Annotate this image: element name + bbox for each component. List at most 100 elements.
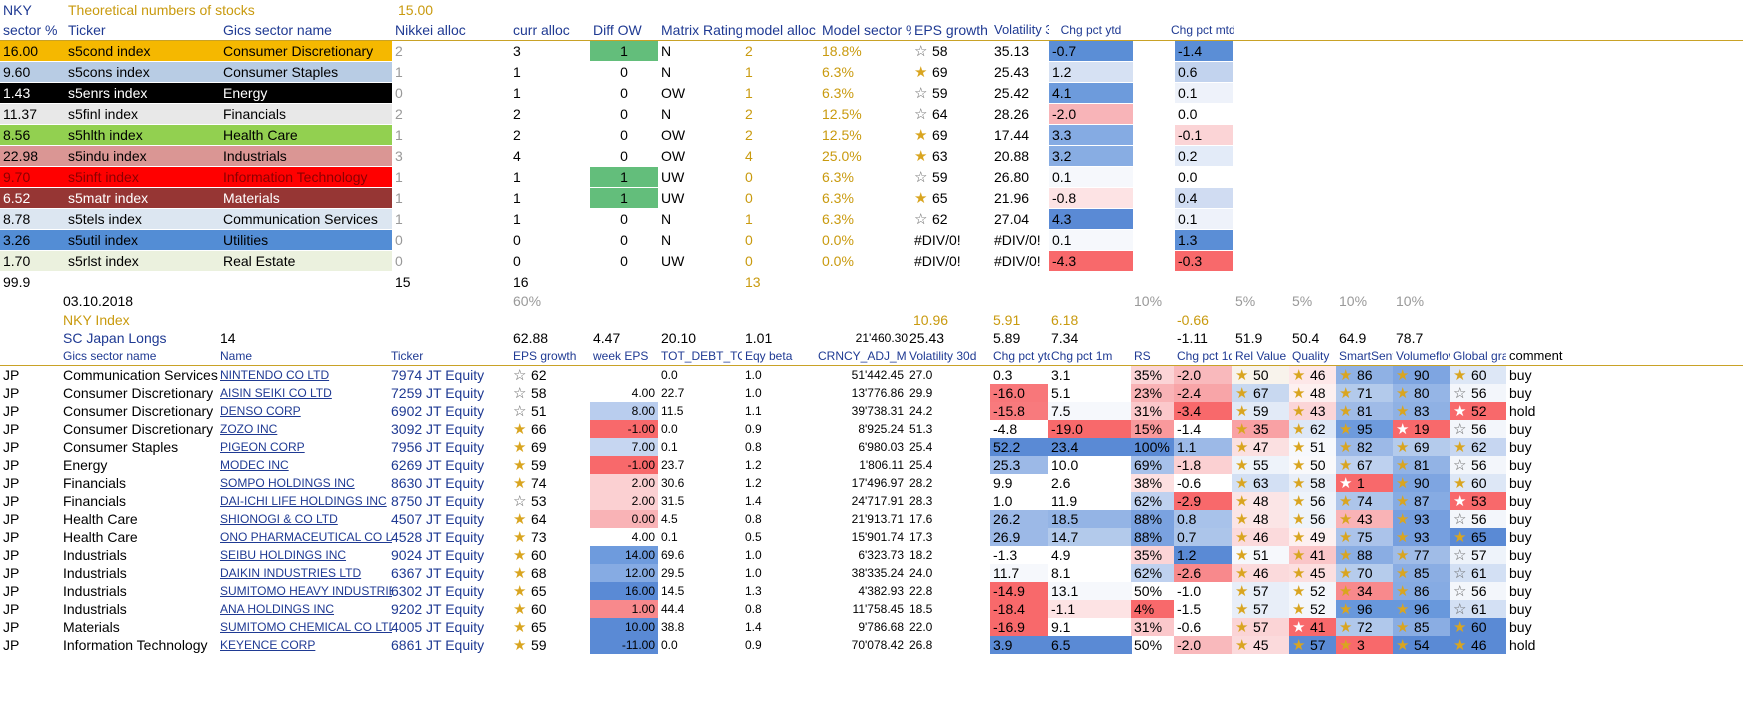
- quality[interactable]: ★ 51: [1289, 438, 1336, 456]
- country-code[interactable]: JP: [3, 583, 20, 599]
- chg-1d[interactable]: -1.4: [1177, 421, 1202, 437]
- matrix-rating[interactable]: N: [661, 232, 672, 248]
- nikkei-alloc[interactable]: 1: [395, 64, 403, 80]
- diff-ow[interactable]: 0: [620, 148, 628, 164]
- debt-ratio[interactable]: 29.5: [661, 566, 685, 580]
- eps-growth[interactable]: ★ 68: [510, 564, 590, 582]
- chg-mtd[interactable]: -1.4: [1175, 41, 1233, 61]
- nikkei-alloc[interactable]: 3: [395, 148, 403, 164]
- chg-mtd[interactable]: 0.1: [1175, 209, 1233, 229]
- country-code[interactable]: JP: [3, 637, 20, 653]
- eps-growth[interactable]: ★ 60: [510, 546, 590, 564]
- rel-value[interactable]: ★ 51: [1232, 546, 1289, 564]
- eps-growth[interactable]: ★ 69: [911, 62, 991, 82]
- sector-pct[interactable]: 16.00: [0, 41, 65, 61]
- volatility[interactable]: 35.13: [994, 43, 1030, 59]
- nikkei-alloc[interactable]: 1: [395, 169, 403, 185]
- week-eps[interactable]: 16.00: [590, 582, 658, 600]
- model-alloc[interactable]: 0: [745, 190, 753, 206]
- comment[interactable]: buy: [1509, 619, 1532, 635]
- chg-ytd[interactable]: 1.0: [993, 493, 1013, 509]
- stock-header-debt[interactable]: TOT_DEBT_TO_: [661, 349, 742, 363]
- comment[interactable]: buy: [1509, 583, 1532, 599]
- debt-ratio[interactable]: 0.1: [661, 530, 678, 544]
- stock-header-volumeflow[interactable]: Volumeflow: [1396, 349, 1450, 363]
- total-nikkei[interactable]: 15: [395, 274, 411, 290]
- debt-ratio[interactable]: 0.0: [661, 638, 678, 652]
- sector-name[interactable]: Utilities: [220, 230, 392, 250]
- comment[interactable]: buy: [1509, 529, 1532, 545]
- debt-ratio[interactable]: 69.6: [661, 548, 685, 562]
- volume-flow[interactable]: ★ 83: [1393, 402, 1450, 420]
- chg-ytd[interactable]: 0.1: [1049, 230, 1133, 250]
- week-eps[interactable]: -1.00: [590, 456, 658, 474]
- diff-ow[interactable]: 0: [620, 64, 628, 80]
- header-gics-sector-name[interactable]: Gics sector name: [223, 22, 332, 38]
- volume-flow[interactable]: ★ 54: [1393, 636, 1450, 654]
- sector-name[interactable]: Energy: [220, 83, 392, 103]
- chg-1d[interactable]: -2.4: [1174, 384, 1232, 402]
- global-grade[interactable]: ★ 52: [1450, 402, 1506, 420]
- global-grade[interactable]: ☆ 56: [1450, 582, 1506, 600]
- diff-ow[interactable]: 0: [620, 127, 628, 143]
- rel-value[interactable]: ★ 50: [1232, 366, 1289, 384]
- global-grade[interactable]: ★ 60: [1450, 366, 1506, 384]
- sc-smart[interactable]: 64.9: [1339, 330, 1367, 346]
- stock-name-link[interactable]: SUMITOMO CHEMICAL CO LTD: [220, 620, 392, 634]
- stock-name-link[interactable]: ONO PHARMACEUTICAL CO LTD: [220, 530, 392, 544]
- volatility[interactable]: 25.43: [994, 64, 1030, 80]
- chg-mtd[interactable]: 0.0: [1178, 169, 1198, 185]
- volatility[interactable]: 21.96: [994, 190, 1030, 206]
- volatility[interactable]: 20.88: [994, 148, 1030, 164]
- country-code[interactable]: JP: [3, 385, 20, 401]
- quality[interactable]: ★ 58: [1289, 474, 1336, 492]
- chg-ytd[interactable]: -4.8: [993, 421, 1018, 437]
- eqy-beta[interactable]: 1.0: [745, 386, 762, 400]
- comment[interactable]: buy: [1509, 511, 1532, 527]
- volume-flow[interactable]: ★ 93: [1393, 510, 1450, 528]
- matrix-rating[interactable]: UW: [661, 253, 685, 269]
- volatility[interactable]: 26.80: [994, 169, 1030, 185]
- volatility-30d[interactable]: 28.3: [909, 494, 933, 508]
- volatility-30d[interactable]: 51.3: [909, 422, 933, 436]
- sector-name[interactable]: Health Care: [220, 125, 392, 145]
- eqy-beta[interactable]: 0.5: [745, 530, 762, 544]
- comment[interactable]: buy: [1509, 421, 1532, 437]
- mkt-cap[interactable]: 9'786.68: [858, 620, 904, 634]
- header-matrix-rating[interactable]: Matrix Rating: [661, 22, 742, 38]
- smart-sent[interactable]: ★ 67: [1336, 456, 1393, 474]
- volatility-30d[interactable]: 29.9: [909, 386, 933, 400]
- mkt-cap[interactable]: 1'806.11: [859, 458, 904, 472]
- volatility-30d[interactable]: 18.2: [909, 548, 933, 562]
- week-eps[interactable]: 0.00: [590, 510, 658, 528]
- sector-pct[interactable]: 8.56: [0, 125, 65, 145]
- model-alloc[interactable]: 1: [745, 211, 753, 227]
- rel-value[interactable]: ★ 45: [1232, 636, 1289, 654]
- eqy-beta[interactable]: 1.2: [745, 476, 762, 490]
- nky-1d[interactable]: -0.66: [1177, 312, 1209, 328]
- week-eps[interactable]: 8.00: [590, 402, 658, 420]
- week-eps[interactable]: 7.00: [590, 438, 658, 456]
- eps-growth[interactable]: ★ 65: [510, 618, 590, 636]
- chg-ytd[interactable]: 0.3: [993, 367, 1013, 383]
- chg-1d[interactable]: -1.0: [1177, 583, 1202, 599]
- curr-alloc[interactable]: 0: [513, 232, 521, 248]
- chg-1d[interactable]: 0.7: [1174, 528, 1232, 546]
- diff-ow[interactable]: 1: [590, 41, 658, 61]
- volatility-30d[interactable]: 17.3: [909, 530, 933, 544]
- smart-sent[interactable]: ★ 86: [1336, 366, 1393, 384]
- global-grade[interactable]: ☆ 56: [1450, 510, 1506, 528]
- eps-growth[interactable]: ★ 59: [510, 636, 590, 654]
- stock-header-vol[interactable]: Volatility 30d: [909, 349, 977, 363]
- chg-1m[interactable]: 18.5: [1048, 510, 1132, 528]
- stock-ticker[interactable]: 6269 JT Equity: [391, 457, 485, 473]
- volume-flow[interactable]: ★ 85: [1393, 618, 1450, 636]
- volume-flow[interactable]: ★ 69: [1393, 438, 1450, 456]
- smart-sent[interactable]: ★ 1: [1336, 474, 1393, 492]
- header-sector-pct[interactable]: sector %: [3, 22, 58, 38]
- chg-1m[interactable]: 2.6: [1051, 475, 1071, 491]
- curr-alloc[interactable]: 2: [513, 127, 521, 143]
- country-code[interactable]: JP: [3, 511, 20, 527]
- model-sector-pct[interactable]: 6.3%: [822, 169, 854, 185]
- sector-pct[interactable]: 3.26: [0, 230, 65, 250]
